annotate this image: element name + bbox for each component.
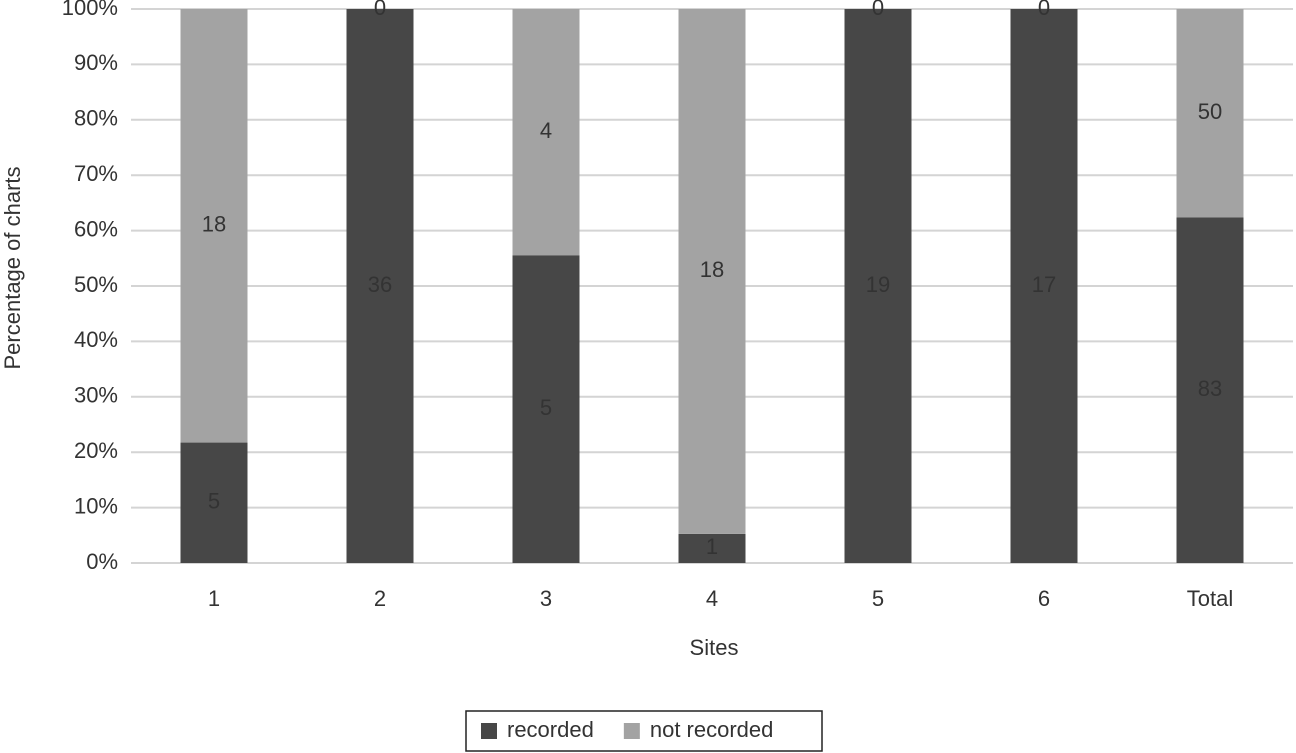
y-tick-label: 40% [74, 327, 118, 352]
y-tick-label: 10% [74, 493, 118, 518]
data-label: 18 [700, 257, 724, 282]
y-tick-label: 30% [74, 383, 118, 408]
y-axis-title: Percentage of charts [0, 166, 25, 369]
y-tick-label: 90% [74, 50, 118, 75]
x-tick-label: 6 [1038, 586, 1050, 611]
y-tick-label: 20% [74, 438, 118, 463]
legend-label: not recorded [650, 717, 774, 742]
data-label: 36 [368, 272, 392, 297]
data-label: 17 [1032, 272, 1056, 297]
bar-segment [1010, 9, 1078, 563]
bar-segment [678, 533, 746, 563]
data-label: 1 [706, 534, 718, 559]
y-tick-label: 60% [74, 216, 118, 241]
data-label: 19 [866, 272, 890, 297]
data-label: 0 [872, 0, 884, 20]
bar-segment [1176, 9, 1244, 218]
y-tick-label: 80% [74, 106, 118, 131]
data-label: 83 [1198, 376, 1222, 401]
bar-segment [678, 9, 746, 534]
legend-label: recorded [507, 717, 594, 742]
legend-swatch [481, 723, 497, 739]
y-tick-label: 0% [86, 549, 118, 574]
bar-segment [346, 9, 414, 563]
x-tick-label: Total [1187, 586, 1233, 611]
bar-segment [180, 9, 248, 443]
x-tick-label: 1 [208, 586, 220, 611]
legend-swatch [623, 723, 640, 739]
data-label: 18 [202, 212, 226, 237]
bar-segment [512, 255, 580, 563]
data-label: 4 [540, 118, 552, 143]
bar-segment [180, 442, 248, 563]
x-tick-label: 2 [374, 586, 386, 611]
legend-box [465, 710, 823, 752]
x-tick-label: 3 [540, 586, 552, 611]
data-label: 5 [208, 489, 220, 514]
data-label: 5 [540, 395, 552, 420]
x-axis-title: Sites [690, 635, 739, 660]
bar-segment [1176, 217, 1244, 563]
data-label: 50 [1198, 99, 1222, 124]
x-tick-label: 5 [872, 586, 884, 611]
data-label: 0 [1038, 0, 1050, 20]
data-label: 0 [374, 0, 386, 20]
bar-segment [844, 9, 912, 563]
bar-segment [512, 9, 580, 256]
y-tick-label: 100% [62, 0, 118, 20]
y-tick-label: 70% [74, 161, 118, 186]
x-tick-label: 4 [706, 586, 718, 611]
y-tick-label: 50% [74, 272, 118, 297]
